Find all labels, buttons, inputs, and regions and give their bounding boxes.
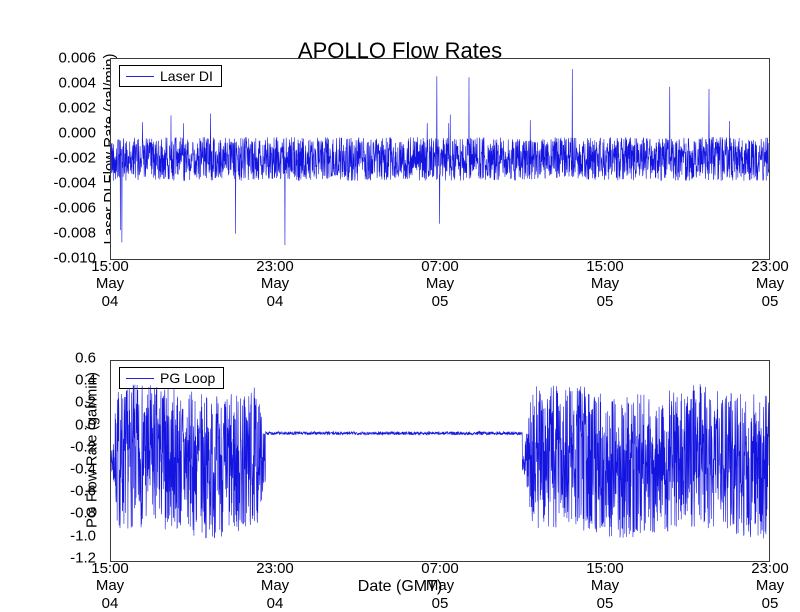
pg-loop-trace — [111, 361, 769, 561]
laser-di-chart: Laser DI Flow Rate (gal/min) 0.006 0.004… — [0, 0, 800, 298]
apollo-flow-rates-app: APOLLO Flow Rates Laser DI Flow Rate (ga… — [0, 0, 800, 600]
pg-loop-chart: PG Flow Rate (gal/min) 0.6 0.4 0.2 0.0 -… — [0, 300, 800, 600]
laser-di-plot-area[interactable]: Laser DI — [110, 58, 770, 260]
laser-di-trace — [111, 59, 769, 259]
pg-loop-yticklabels: 0.6 0.4 0.2 0.0 -0.2 -0.4 -0.6 -0.8 -1.0… — [40, 358, 102, 558]
pg-loop-plot-area[interactable]: PG Loop — [110, 360, 770, 562]
laser-di-yticklabels: 0.006 0.004 0.002 0.000 -0.002 -0.004 -0… — [40, 58, 102, 258]
xaxis-title: Date (GMT) — [0, 578, 800, 596]
